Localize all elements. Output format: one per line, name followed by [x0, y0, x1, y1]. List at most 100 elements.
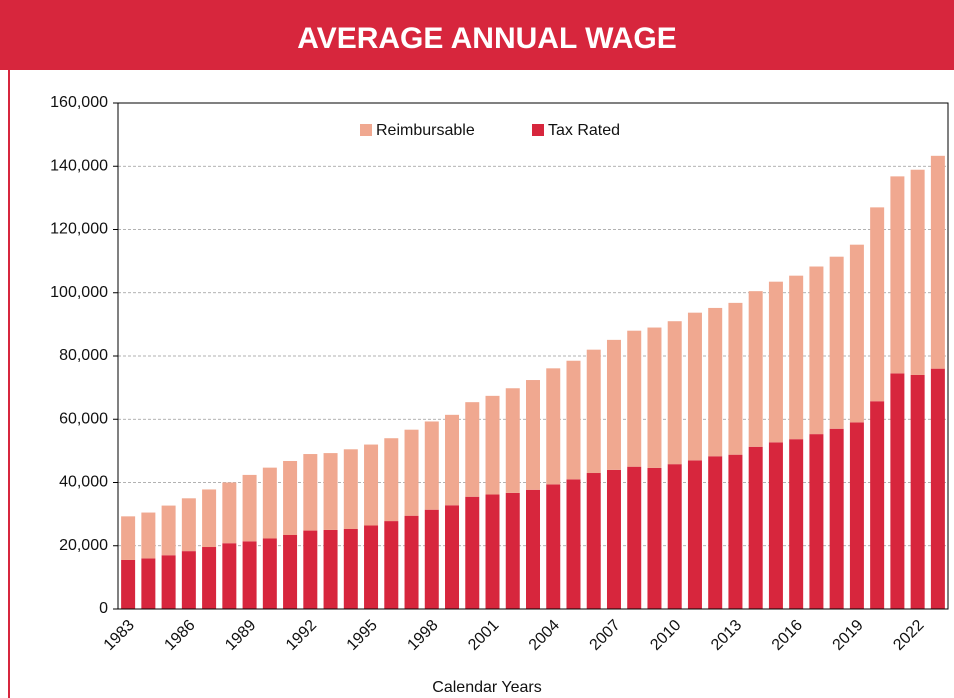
bar-segment [303, 454, 318, 531]
y-tick-label: 140,000 [50, 157, 108, 174]
bar-segment [546, 368, 561, 485]
bar-segment [283, 534, 298, 609]
x-tick-label: 2016 [769, 617, 806, 654]
bar-segment [647, 327, 662, 468]
x-tick-label: 2010 [647, 617, 684, 654]
bar-segment [181, 498, 196, 552]
bar-segment [708, 307, 723, 457]
bar-segment [890, 176, 905, 374]
frame-edge [8, 70, 10, 698]
bar-segment [303, 530, 318, 609]
plot-frame [117, 102, 949, 610]
bar-segment [364, 444, 379, 526]
bar-segment [121, 559, 136, 609]
bar-segment [222, 543, 237, 609]
y-tick-label: 80,000 [59, 347, 108, 364]
bar-segment [728, 454, 743, 609]
y-tick-label: 20,000 [59, 537, 108, 554]
bar-segment [606, 339, 621, 470]
bar-segment [849, 422, 864, 609]
bar-segment [323, 453, 338, 530]
bar-segment [202, 547, 217, 609]
x-tick-label: 1983 [101, 617, 138, 654]
bar-segment [789, 439, 804, 609]
bar-segment [424, 421, 439, 510]
bar-segment [566, 360, 581, 480]
bar-segment [262, 467, 277, 539]
bar-segment [870, 401, 885, 609]
bar-segment [404, 515, 419, 609]
bar-segment [586, 349, 601, 474]
bar-segment [384, 521, 399, 609]
x-tick-label: 1998 [404, 617, 441, 654]
bar-segment [748, 446, 763, 609]
bar-segment [566, 479, 581, 609]
bar-segment [384, 438, 399, 522]
bar-segment [687, 460, 702, 609]
bar-segment [121, 516, 136, 560]
bar-segment [627, 466, 642, 609]
bar-segment [222, 482, 237, 544]
bar-segment [930, 368, 945, 609]
bar-segment [910, 374, 925, 609]
bar-segment [485, 494, 500, 609]
bar-segment [343, 449, 358, 529]
bar-segment [606, 469, 621, 609]
bar-segment [445, 414, 460, 506]
bar-segment [586, 473, 601, 609]
x-tick-label: 2007 [587, 617, 624, 654]
x-tick-label: 1986 [161, 617, 198, 654]
bar-segment [870, 207, 885, 402]
bar-segment [890, 373, 905, 609]
bar-segment [364, 525, 379, 609]
legend-swatch [360, 124, 372, 136]
bar-segment [505, 492, 520, 609]
bar-segment [546, 484, 561, 609]
bar-segment [465, 402, 480, 497]
bar-segment [323, 529, 338, 609]
bar-segment [485, 395, 500, 495]
bar-segment [424, 509, 439, 609]
y-tick-label: 60,000 [59, 410, 108, 427]
bar-segment [748, 291, 763, 447]
bar-segment [526, 380, 540, 490]
bar-segment [789, 275, 804, 440]
bar-segment [910, 169, 925, 375]
bar-segment [667, 321, 682, 465]
bar-segment [667, 464, 682, 609]
x-tick-label: 2019 [830, 617, 867, 654]
bar-segment [262, 538, 277, 609]
bar-segment [728, 302, 743, 455]
x-tick-label: 1995 [344, 617, 381, 654]
bar-segment [161, 505, 176, 556]
bar-segment [505, 388, 520, 493]
bar-segment [202, 489, 217, 548]
bar-segment [647, 467, 662, 609]
x-tick-label: 2022 [890, 617, 927, 654]
y-tick-label: 40,000 [59, 474, 108, 491]
x-tick-label: 1992 [283, 617, 320, 654]
bar-segment [343, 528, 358, 609]
y-tick-label: 120,000 [50, 221, 108, 238]
y-tick-label: 0 [99, 600, 108, 617]
bar-segment [809, 434, 824, 609]
bar-segment [181, 551, 196, 609]
bar-segment [465, 496, 480, 609]
legend-label: Reimbursable [376, 122, 475, 139]
legend-swatch [532, 124, 544, 136]
bar-segment [141, 512, 156, 559]
bar-segment [404, 429, 419, 516]
bar-segment [768, 442, 783, 609]
bar-segment [445, 505, 460, 609]
bar-segment [829, 428, 844, 609]
y-tick-label: 160,000 [50, 94, 108, 111]
x-tick-label: 2013 [708, 617, 745, 654]
bar-segment [526, 489, 540, 609]
bar-segment [627, 330, 642, 467]
bar-segment [849, 244, 864, 423]
bar-segment [242, 541, 257, 609]
bar-segment [283, 460, 298, 535]
x-tick-label: 1989 [222, 617, 259, 654]
bar-segment [141, 558, 156, 609]
